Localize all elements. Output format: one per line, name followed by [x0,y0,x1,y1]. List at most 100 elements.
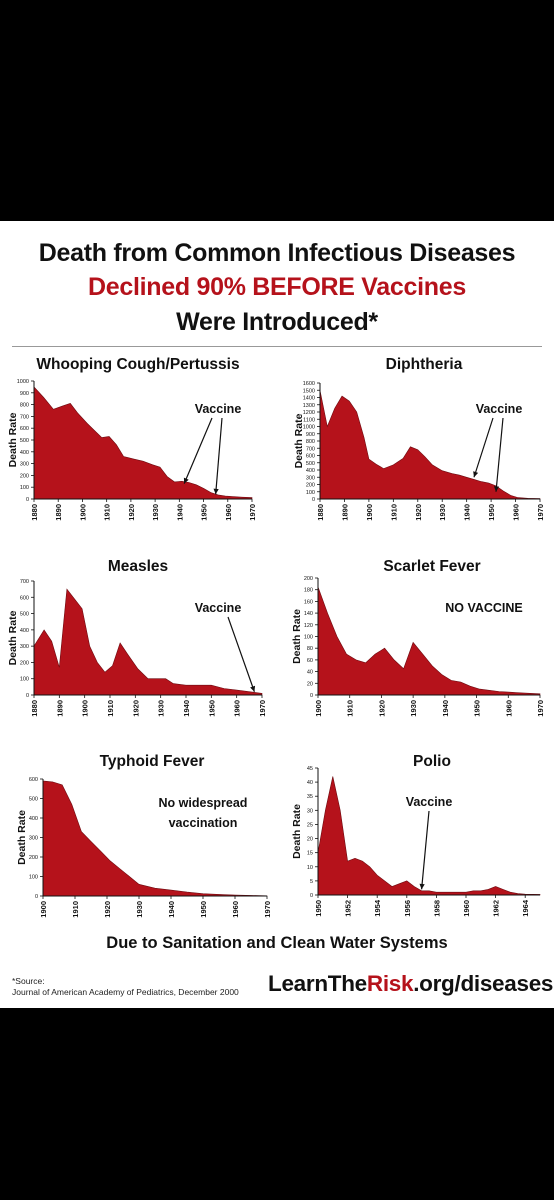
x-tick-label: 1960 [233,700,242,717]
area-series [317,586,541,696]
annotation-text: Vaccine [195,402,242,416]
y-tick-label: 0 [310,893,313,899]
annotation-text: No widespread [159,796,248,810]
x-tick-label: 1910 [389,504,398,521]
y-tick-label: 500 [20,438,29,444]
site-link[interactable]: LearnTheRisk.org/diseases [268,971,553,997]
y-tick-label: 20 [307,837,313,843]
x-tick-label: 1900 [365,504,374,521]
y-tick-label: 10 [307,865,313,871]
y-tick-label: 0 [310,693,313,699]
y-tick-label: 140 [304,611,313,617]
x-tick-label: 1900 [314,700,323,717]
headline-line-3: Were Introduced* [176,308,378,336]
x-tick-label: 1970 [536,700,545,717]
footer-note: Due to Sanitation and Clean Water System… [106,934,448,952]
y-tick-label: 500 [20,612,29,618]
arrow-head [250,685,256,692]
chart-title: Diphtheria [386,356,463,373]
y-tick-label: 30 [307,808,313,814]
chart-title: Whooping Cough/Pertussis [36,356,239,373]
y-axis-label: Death Rate [293,413,305,468]
annotation-text: vaccination [169,816,238,830]
y-axis-label: Death Rate [291,804,303,859]
annotation-text: Vaccine [406,795,453,809]
y-tick-label: 1400 [303,396,315,402]
x-tick-label: 1952 [344,900,353,917]
x-tick-label: 1950 [487,504,496,521]
x-tick-label: 1910 [106,700,115,717]
x-tick-label: 1956 [403,900,412,917]
y-tick-label: 300 [29,836,38,842]
y-tick-label: 200 [306,483,315,489]
x-tick-label: 1900 [78,504,87,521]
y-tick-label: 40 [307,670,313,676]
x-tick-label: 1880 [30,700,39,717]
y-tick-label: 80 [307,646,313,652]
y-tick-label: 0 [312,497,315,503]
chart-title: Scarlet Fever [383,558,480,575]
y-tick-label: 200 [20,473,29,479]
site-part-1: LearnThe [268,971,367,996]
annotation-text: NO VACCINE [445,601,523,615]
y-tick-label: 35 [307,794,313,800]
header-divider [12,346,542,347]
x-tick-label: 1950 [200,504,209,521]
annotation-arrow [421,810,430,890]
y-tick-label: 200 [29,855,38,861]
annotation-text: Vaccine [195,601,242,615]
y-tick-label: 100 [306,490,315,496]
x-tick-label: 1880 [316,504,325,521]
source-text: Journal of American Academy of Pediatric… [12,987,239,997]
y-tick-label: 45 [307,766,313,772]
x-tick-label: 1890 [54,504,63,521]
x-tick-label: 1964 [521,899,530,917]
y-tick-label: 700 [20,414,29,420]
x-tick-label: 1960 [504,700,513,717]
infographic-card: Death from Common Infectious Diseases De… [0,221,554,1008]
site-part-2: Risk [366,971,414,996]
x-tick-label: 1930 [151,504,160,521]
y-axis-label: Death Rate [291,609,303,664]
y-tick-label: 200 [304,576,313,582]
chart-title: Typhoid Fever [100,753,205,770]
x-tick-label: 1958 [432,900,441,917]
annotation-arrow [227,616,255,692]
x-tick-label: 1910 [71,901,80,918]
y-tick-label: 300 [20,644,29,650]
x-tick-label: 1970 [536,504,545,521]
y-tick-label: 1500 [303,388,315,394]
arrow-head [183,477,189,484]
y-tick-label: 120 [304,623,313,629]
x-tick-label: 1954 [373,899,382,917]
y-axis-label: Death Rate [16,810,28,865]
x-tick-label: 1950 [473,700,482,717]
arrow-head [493,486,500,492]
y-tick-label: 400 [306,468,315,474]
y-tick-label: 600 [29,777,38,783]
x-tick-label: 1970 [263,901,272,918]
y-tick-label: 0 [35,894,38,900]
y-tick-label: 180 [304,588,313,594]
area-series [33,386,253,500]
x-tick-label: 1910 [103,504,112,521]
y-tick-label: 100 [29,875,38,881]
annotation-arrow [473,417,494,478]
y-tick-label: 20 [307,681,313,687]
chart-title: Measles [108,558,168,575]
y-tick-label: 500 [29,797,38,803]
y-tick-label: 1200 [303,410,315,416]
headline-line-1: Death from Common Infectious Diseases [38,239,516,267]
y-tick-label: 800 [20,403,29,409]
y-tick-label: 100 [20,485,29,491]
x-tick-label: 1930 [157,700,166,717]
x-tick-label: 1960 [224,504,233,521]
y-tick-label: 1000 [17,379,29,385]
x-tick-label: 1930 [409,700,418,717]
y-tick-label: 900 [20,391,29,397]
y-tick-label: 40 [307,780,313,786]
x-tick-label: 1940 [167,901,176,918]
chart-panel-4: Scarlet Fever Death Rate 0 20 40 60 80 100 120 14… [291,558,545,717]
x-tick-label: 1920 [127,504,136,521]
